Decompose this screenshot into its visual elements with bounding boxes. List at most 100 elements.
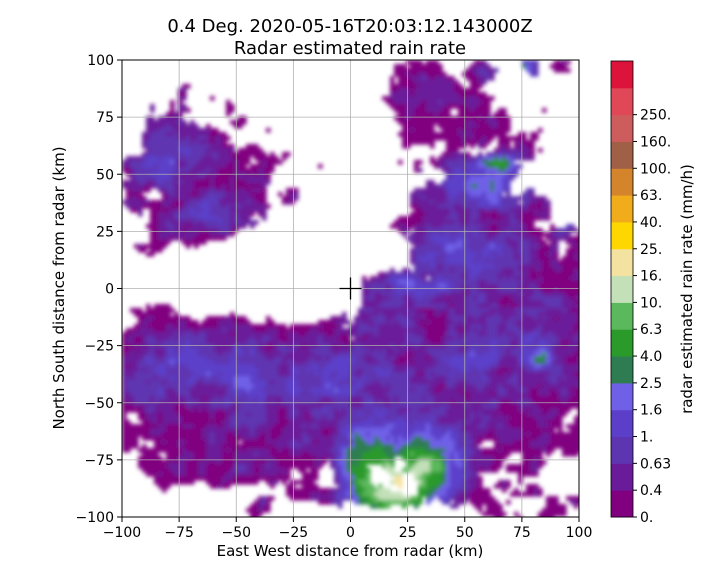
- rain-cell: [206, 148, 211, 153]
- rain-cell: [242, 196, 247, 201]
- rain-cell: [378, 332, 383, 337]
- rain-cell: [218, 380, 223, 385]
- rain-cell: [514, 144, 519, 149]
- rain-cell: [214, 372, 219, 377]
- rain-cell: [210, 316, 215, 321]
- rain-cell: [186, 356, 191, 361]
- rain-cell: [490, 76, 495, 81]
- rain-cell: [194, 236, 199, 241]
- rain-cell: [466, 284, 471, 289]
- rain-cell: [326, 320, 331, 325]
- rain-cell: [454, 240, 459, 245]
- rain-cell: [310, 380, 315, 385]
- rain-cell: [186, 360, 191, 365]
- rain-cell: [558, 260, 563, 265]
- rain-cell: [278, 360, 283, 365]
- rain-cell: [186, 232, 191, 237]
- rain-cell: [170, 188, 175, 193]
- rain-cell: [518, 300, 523, 305]
- rain-cell: [174, 356, 179, 361]
- rain-cell: [406, 68, 411, 73]
- rain-cell: [502, 240, 507, 245]
- rain-cell: [146, 356, 151, 361]
- rain-cell: [166, 344, 171, 349]
- rain-cell: [146, 244, 151, 249]
- rain-cell: [362, 372, 367, 377]
- rain-cell: [222, 344, 227, 349]
- rain-cell: [238, 204, 243, 209]
- rain-cell: [486, 252, 491, 257]
- rain-cell: [534, 352, 539, 357]
- rain-cell: [166, 332, 171, 337]
- rain-cell: [546, 232, 551, 237]
- rain-cell: [478, 304, 483, 309]
- rain-cell: [282, 352, 287, 357]
- rain-cell: [254, 336, 259, 341]
- rain-cell: [490, 192, 495, 197]
- rain-cell: [550, 300, 555, 305]
- rain-cell: [170, 108, 175, 113]
- rain-cell: [510, 308, 515, 313]
- rain-cell: [242, 212, 247, 217]
- rain-cell: [518, 352, 523, 357]
- rain-cell: [146, 120, 151, 125]
- rain-cell: [218, 144, 223, 149]
- rain-cell: [562, 316, 567, 321]
- rain-cell: [170, 176, 175, 181]
- rain-cell: [290, 328, 295, 333]
- rain-cell: [238, 192, 243, 197]
- rain-cell: [422, 212, 427, 217]
- rain-cell: [554, 316, 559, 321]
- rain-cell: [422, 140, 427, 145]
- rain-cell: [466, 220, 471, 225]
- rain-cell: [138, 344, 143, 349]
- rain-cell: [486, 276, 491, 281]
- rain-cell: [370, 316, 375, 321]
- rain-cell: [158, 224, 163, 229]
- rain-cell: [418, 132, 423, 137]
- rain-cell: [222, 356, 227, 361]
- rain-cell: [426, 92, 431, 97]
- rain-cell: [386, 372, 391, 377]
- rain-cell: [570, 328, 575, 333]
- rain-cell: [214, 328, 219, 333]
- rain-cell: [394, 372, 399, 377]
- rain-cell: [534, 320, 539, 325]
- rain-cell: [402, 364, 407, 369]
- rain-cell: [522, 368, 527, 373]
- rain-cell: [418, 208, 423, 213]
- rain-cell: [550, 320, 555, 325]
- rain-cell: [394, 332, 399, 337]
- rain-cell: [182, 96, 187, 101]
- rain-cell: [506, 252, 511, 257]
- rain-cell: [514, 236, 519, 241]
- rain-cell: [550, 236, 555, 241]
- rain-cell: [178, 328, 183, 333]
- rain-cell: [202, 192, 207, 197]
- rain-cell: [470, 120, 475, 125]
- rain-cell: [450, 368, 455, 373]
- rain-cell: [462, 224, 467, 229]
- rain-cell: [450, 196, 455, 201]
- rain-cell: [574, 340, 579, 345]
- rain-cell: [494, 120, 499, 125]
- rain-cell: [442, 232, 447, 237]
- rain-cell: [154, 120, 159, 125]
- rain-cell: [462, 188, 467, 193]
- rain-cell: [558, 232, 563, 237]
- rain-cell: [186, 208, 191, 213]
- rain-cell: [530, 252, 535, 257]
- rain-cell: [446, 324, 451, 329]
- rain-cell: [450, 352, 455, 357]
- rain-cell: [134, 176, 139, 181]
- rain-cell: [458, 348, 463, 353]
- rain-cell: [262, 360, 267, 365]
- rain-cell: [450, 308, 455, 313]
- rain-cell: [122, 180, 127, 185]
- rain-cell: [230, 168, 235, 173]
- rain-cell: [366, 304, 371, 309]
- rain-cell: [218, 156, 223, 161]
- rain-cell: [186, 136, 191, 141]
- rain-cell: [338, 368, 343, 373]
- rain-cell: [574, 236, 579, 241]
